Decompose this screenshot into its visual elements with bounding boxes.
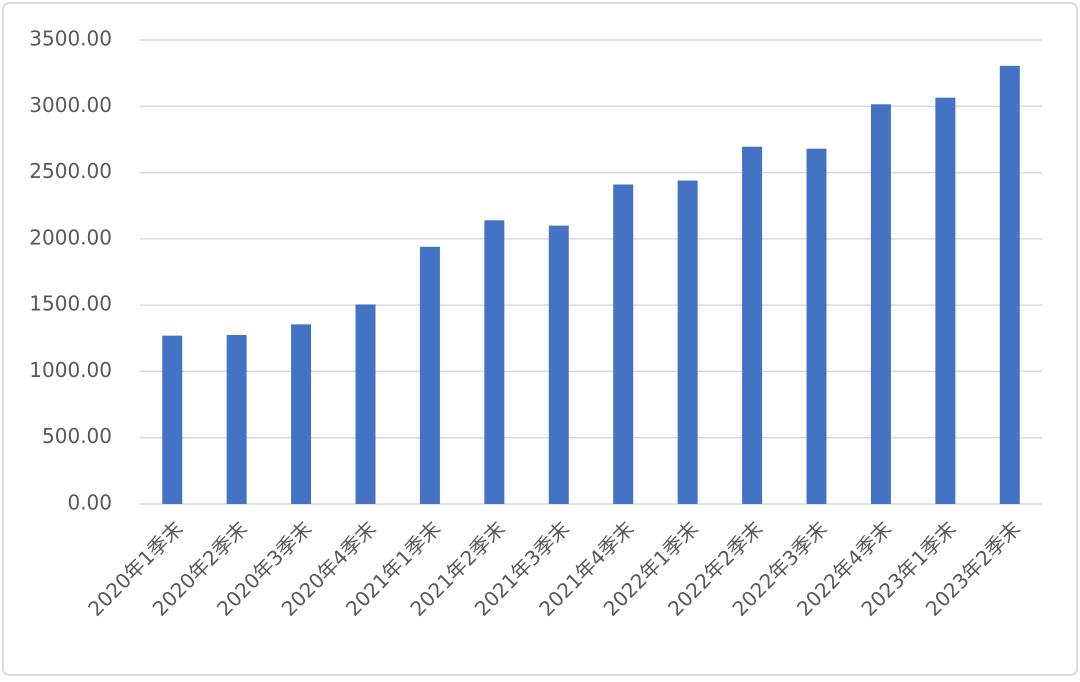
- bar: [806, 148, 827, 505]
- bar: [548, 225, 569, 504]
- y-tick-label: 3500.00: [29, 27, 112, 51]
- bar: [355, 304, 376, 504]
- bar: [484, 220, 505, 504]
- y-tick-label: 3000.00: [29, 93, 112, 117]
- bar: [419, 246, 440, 504]
- y-tick-label: 2500.00: [29, 159, 112, 183]
- bar: [291, 324, 312, 504]
- bar: [226, 334, 247, 504]
- bar: [870, 104, 891, 504]
- y-tick-label: 0.00: [67, 491, 112, 515]
- bar: [935, 97, 956, 504]
- y-tick-label: 500.00: [42, 424, 112, 448]
- bar: [742, 146, 763, 504]
- bar: [999, 65, 1020, 504]
- bar: [677, 180, 698, 505]
- bar: [162, 335, 183, 504]
- y-tick-label: 1000.00: [29, 358, 112, 382]
- y-tick-label: 2000.00: [29, 225, 112, 249]
- y-tick-label: 1500.00: [29, 292, 112, 316]
- bar: [613, 184, 634, 504]
